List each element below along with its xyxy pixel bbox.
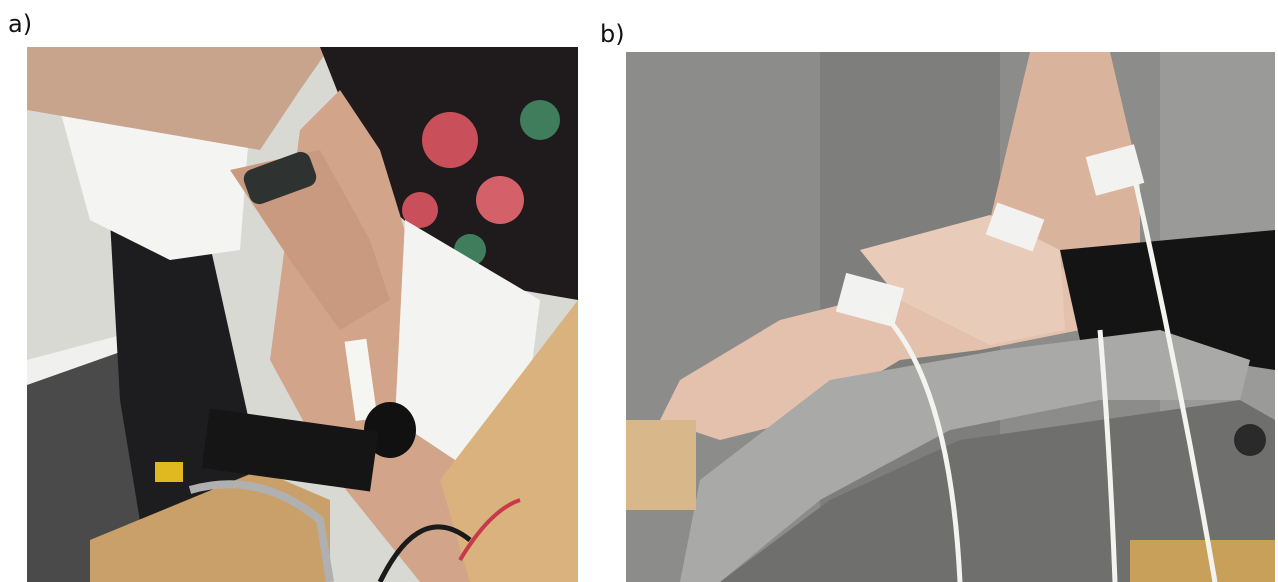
photo-a	[27, 47, 578, 582]
panel-label: a)	[8, 10, 32, 38]
panel-label: b)	[600, 20, 625, 48]
photo-b	[626, 52, 1275, 582]
